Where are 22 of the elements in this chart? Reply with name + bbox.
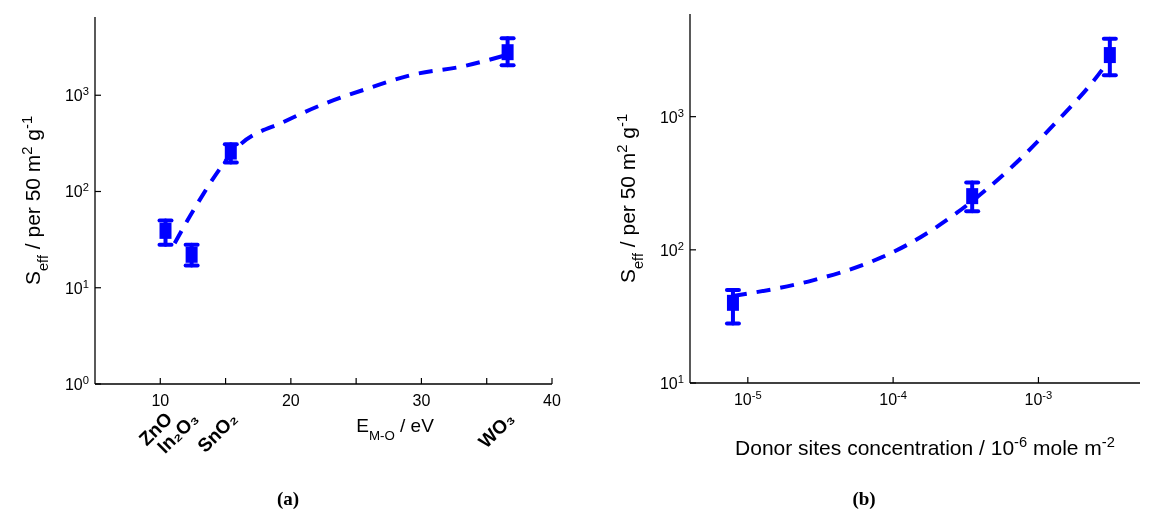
- x-tick-label: 10$^{-4}$: [879, 389, 907, 408]
- text: (a): [276, 488, 300, 510]
- x-tick-label: 40: [543, 392, 561, 409]
- point: [159, 222, 172, 239]
- point: [185, 246, 198, 263]
- y-tick-label: 10$^{1}$: [659, 373, 684, 392]
- x-tick-label: 20: [281, 392, 300, 409]
- x-tick-label: 10$^{-3}$: [1024, 389, 1053, 408]
- y-tick-label: 10$^{2}$: [64, 181, 89, 201]
- x-axis-title: Donor sites concentration / 10$^{-6}$ mole m$^{-2}$: [735, 434, 1115, 459]
- text: WO₃: [474, 407, 519, 453]
- x-tick-label: 30: [412, 392, 431, 409]
- x-tick-label: 10$^{-5}$: [733, 389, 762, 408]
- y-tick-label: 10$^{3}$: [64, 85, 89, 105]
- text: (b): [852, 488, 876, 510]
- y-tick-label: 10$^{3}$: [659, 106, 684, 126]
- y-tick-label: 10$^{1}$: [64, 277, 89, 297]
- y-tick-label: 10$^{2}$: [659, 239, 684, 259]
- x-tick-label: 10: [151, 392, 170, 409]
- point: [501, 44, 514, 61]
- y-tick-label: 10$^{0}$: [64, 374, 89, 393]
- x-axis-title: E$_{M-O}$ / eV: [356, 415, 435, 443]
